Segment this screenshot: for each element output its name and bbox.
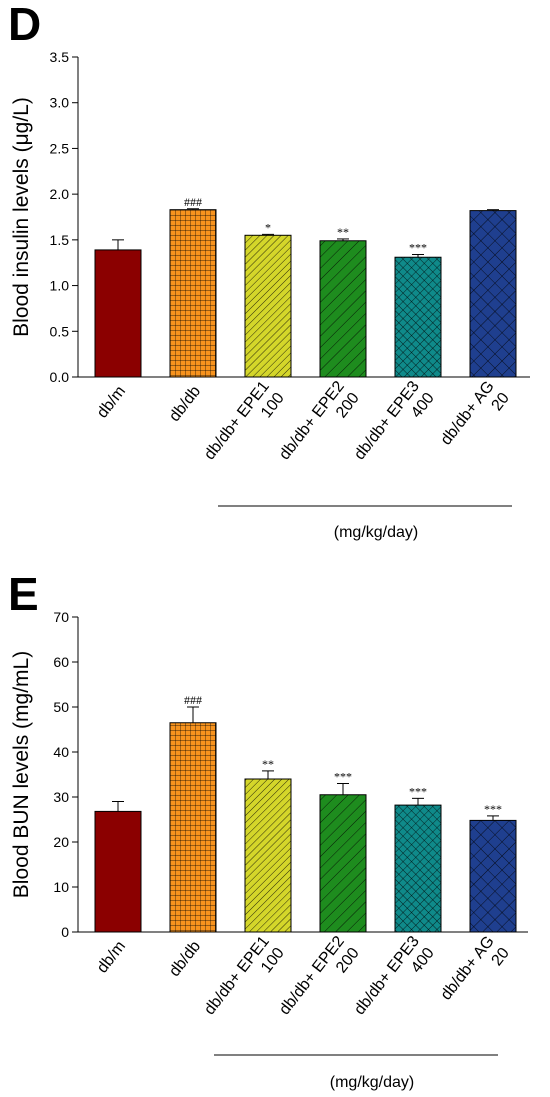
category-label: db/db+ EPE3400 xyxy=(351,933,438,1030)
category-label-line: db/db xyxy=(166,383,204,425)
y-tick-label: 3.5 xyxy=(50,49,70,65)
y-axis-label: Blood BUN levels (mg/mL) xyxy=(10,651,33,898)
significance-label: * xyxy=(265,220,271,234)
significance-label: *** xyxy=(409,784,427,798)
category-label-line: db/db+ EPE1 xyxy=(201,378,273,463)
significance-label: *** xyxy=(334,770,352,784)
panel-letter: D xyxy=(8,0,41,50)
category-label: db/db xyxy=(166,383,204,425)
category-label-line: db/db+ EPE3 xyxy=(351,378,423,463)
dose-unit-label: (mg/kg/day) xyxy=(330,1074,414,1091)
category-label-line: db/db+ AG xyxy=(438,378,498,448)
category-label-line: db/m xyxy=(94,938,129,977)
bar-3 xyxy=(319,240,367,378)
bar-4 xyxy=(394,804,442,933)
category-label: db/m xyxy=(94,938,129,977)
y-tick-label: 0.5 xyxy=(50,323,70,339)
bar-5 xyxy=(469,210,517,378)
y-tick-label: 1.5 xyxy=(50,232,70,248)
y-tick-label: 3.0 xyxy=(50,95,70,111)
bar-0 xyxy=(94,249,142,378)
bar-1 xyxy=(169,209,217,378)
significance-label: ### xyxy=(184,195,202,209)
y-tick-label: 60 xyxy=(53,654,69,670)
category-label: db/db+ EPE1100 xyxy=(201,933,288,1030)
y-tick-label: 50 xyxy=(53,699,69,715)
significance-label: ** xyxy=(337,225,349,239)
y-axis-label: Blood insulin levels (μg/L) xyxy=(10,97,33,337)
category-label-line: db/db+ EPE2 xyxy=(276,378,348,463)
category-label: db/db+ EPE3400 xyxy=(351,378,438,475)
category-label-line: db/db+ EPE1 xyxy=(201,933,273,1018)
y-tick-label: 20 xyxy=(53,834,69,850)
panel-letter: E xyxy=(8,568,39,620)
significance-label: ### xyxy=(184,693,202,707)
category-label-line: db/m xyxy=(94,383,129,422)
category-label: db/db+ EPE2200 xyxy=(276,378,363,475)
bar-5 xyxy=(469,819,517,933)
y-tick-label: 0.0 xyxy=(50,369,70,385)
bar-4 xyxy=(394,256,442,378)
bar-1 xyxy=(169,722,217,933)
y-tick-label: 30 xyxy=(53,789,69,805)
chart-panel-e: E 0 10 20 30 40 50 60 70 Blood BUN levels (mg/mL)… xyxy=(8,568,528,1091)
y-tick-label: 2.5 xyxy=(50,140,70,156)
bar-2 xyxy=(244,234,292,378)
category-label-line: db/db+ EPE2 xyxy=(276,933,348,1018)
y-tick-label: 70 xyxy=(53,609,69,625)
category-label: db/db+ EPE1100 xyxy=(201,378,288,475)
category-label: db/db xyxy=(166,938,204,980)
significance-label: *** xyxy=(484,802,502,816)
category-label-line: db/db xyxy=(166,938,204,980)
category-label: db/db+ AG20 xyxy=(438,933,513,1015)
y-tick-label: 10 xyxy=(53,879,69,895)
chart-panel-d: D 0.0 0.5 1.0 1.5 2.0 2.5 3.0 3.5 Blood insulin l… xyxy=(8,0,530,541)
significance-label: ** xyxy=(262,757,274,771)
y-tick-label: 2.0 xyxy=(50,186,70,202)
bar-2 xyxy=(244,778,292,933)
bar-0 xyxy=(94,810,142,933)
category-label: db/m xyxy=(94,383,129,422)
bar-3 xyxy=(319,794,367,933)
category-label: db/db+ EPE2200 xyxy=(276,933,363,1030)
category-label: db/db+ AG20 xyxy=(438,378,513,460)
category-label-line: db/db+ AG xyxy=(438,933,498,1003)
category-label-line: db/db+ EPE3 xyxy=(351,933,423,1018)
significance-label: *** xyxy=(409,240,427,254)
y-tick-label: 1.0 xyxy=(50,278,70,294)
y-tick-label: 0 xyxy=(61,924,69,940)
y-tick-label: 40 xyxy=(53,744,69,760)
dose-unit-label: (mg/kg/day) xyxy=(334,524,418,541)
